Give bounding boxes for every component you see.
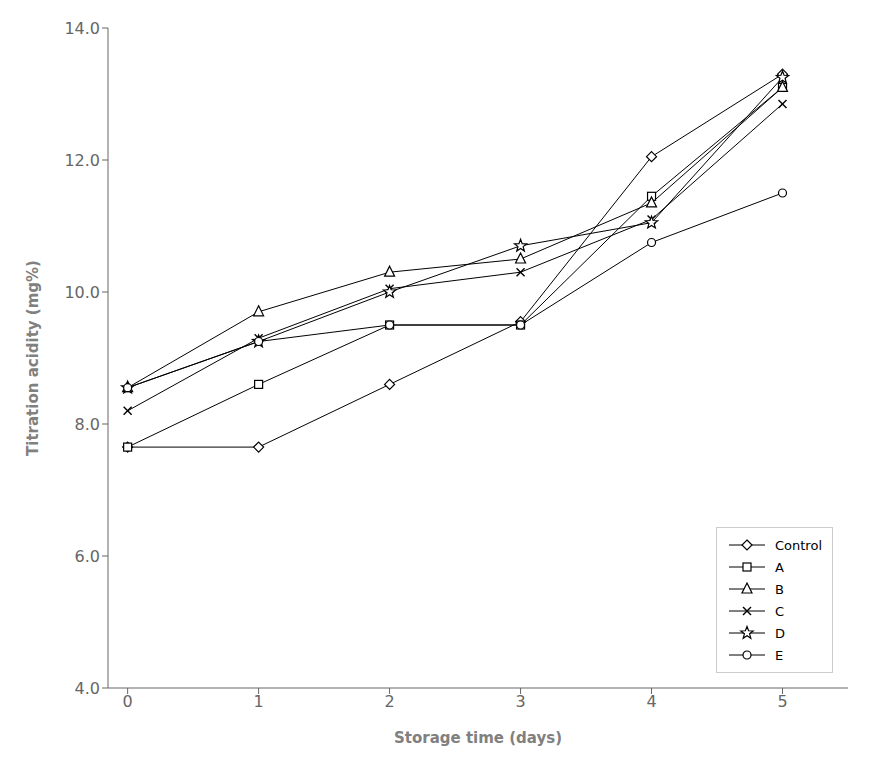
- svg-text:1: 1: [254, 692, 264, 711]
- svg-text:14.0: 14.0: [64, 19, 100, 38]
- svg-text:5: 5: [777, 692, 787, 711]
- svg-text:6.0: 6.0: [75, 547, 100, 566]
- svg-text:0: 0: [123, 692, 133, 711]
- svg-text:3: 3: [515, 692, 525, 711]
- html-text:B: B: [775, 581, 784, 597]
- html-text:E: E: [775, 647, 784, 663]
- svg-text:Storage time (days): Storage time (days): [394, 729, 562, 747]
- svg-text:12.0: 12.0: [64, 151, 100, 170]
- svg-text:Titration acidity (mg%): Titration acidity (mg%): [24, 260, 42, 456]
- html-text:C: C: [775, 603, 785, 619]
- html-text:A: A: [775, 559, 784, 575]
- svg-text:4: 4: [646, 692, 656, 711]
- svg-text:2: 2: [384, 692, 394, 711]
- svg-text:8.0: 8.0: [75, 415, 100, 434]
- html-text:Control: Control: [775, 537, 822, 553]
- html-text:D: D: [775, 625, 785, 641]
- svg-text:4.0: 4.0: [75, 679, 100, 698]
- svg-text:10.0: 10.0: [64, 283, 100, 302]
